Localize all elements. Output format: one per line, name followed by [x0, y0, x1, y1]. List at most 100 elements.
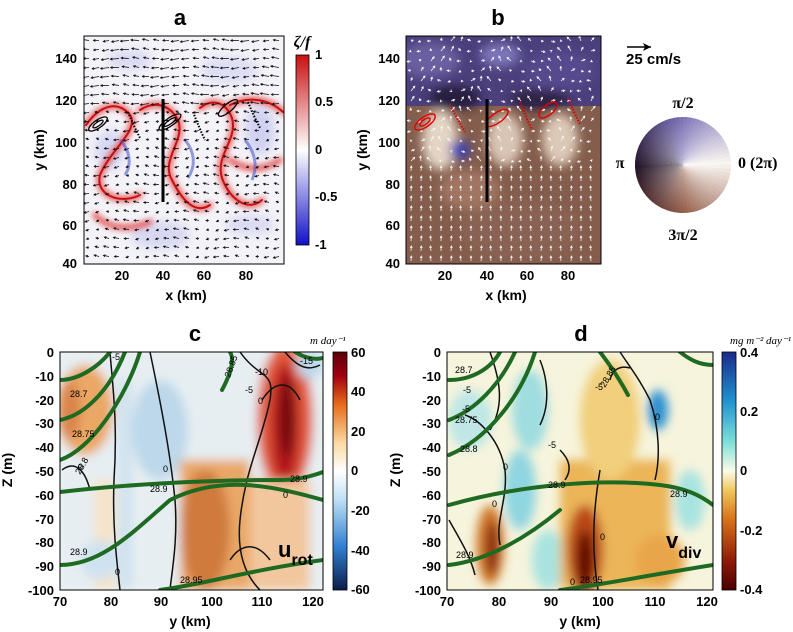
velocity-arrow: [447, 80, 452, 83]
velocity-arrow: [449, 235, 453, 242]
velocity-arrow: [190, 39, 200, 43]
velocity-arrow: [125, 174, 130, 177]
velocity-arrow: [470, 69, 475, 73]
velocity-arrow: [253, 183, 260, 187]
velocity-arrow: [85, 155, 90, 159]
velocity-arrow: [182, 138, 190, 142]
velocity-arrow: [205, 228, 210, 232]
velocity-arrow: [540, 50, 546, 53]
velocity-arrow: [580, 58, 586, 62]
velocity-arrow: [172, 227, 180, 231]
velocity-arrow: [520, 127, 525, 132]
velocity-arrow: [84, 103, 90, 105]
velocity-arrow: [195, 237, 200, 240]
velocity-arrow: [209, 84, 220, 88]
velocity-arrow: [580, 115, 586, 122]
velocity-arrow: [499, 215, 503, 222]
velocity-arrow: [508, 125, 512, 132]
velocity-arrow: [496, 66, 502, 72]
velocity-arrow: [430, 65, 436, 72]
velocity-arrow: [122, 83, 130, 86]
velocity-arrow: [439, 185, 443, 192]
velocity-arrow: [589, 175, 593, 182]
velocity-arrow: [255, 227, 260, 231]
velocity-arrow: [114, 174, 120, 178]
velocity-arrow: [144, 164, 150, 168]
velocity-arrow: [559, 205, 563, 212]
velocity-arrow: [255, 165, 260, 169]
velocity-arrow: [579, 175, 583, 182]
velocity-arrow: [109, 57, 120, 61]
velocity-arrow: [487, 87, 492, 92]
svg-text:-70: -70: [35, 512, 54, 527]
velocity-arrow: [105, 201, 110, 205]
velocity-arrow: [590, 37, 595, 42]
velocity-arrow: [103, 147, 110, 150]
velocity-arrow: [480, 59, 486, 62]
velocity-arrow: [479, 109, 483, 113]
velocity-arrow: [234, 254, 240, 258]
panel-b-xtick: 60: [520, 268, 534, 283]
vector-scale-arrow: [627, 43, 651, 51]
velocity-arrow: [145, 237, 150, 241]
velocity-arrow: [104, 192, 110, 196]
velocity-arrow: [175, 183, 180, 187]
velocity-arrow: [459, 205, 463, 212]
velocity-arrow: [489, 128, 493, 132]
velocity-arrow: [109, 49, 120, 52]
panel-d: d: [387, 321, 791, 629]
velocity-arrow: [410, 149, 416, 152]
velocity-arrow: [540, 119, 545, 123]
velocity-arrow: [489, 185, 493, 192]
velocity-arrow: [265, 227, 270, 231]
velocity-arrow: [170, 39, 180, 43]
velocity-arrow: [153, 192, 160, 196]
phase-wheel-right-label: 0 (2π): [738, 155, 777, 172]
velocity-arrow: [409, 255, 413, 262]
svg-text:0: 0: [115, 567, 120, 577]
velocity-arrow: [205, 237, 210, 241]
velocity-arrow: [210, 93, 220, 97]
svg-text:28.75: 28.75: [455, 415, 478, 425]
velocity-arrow: [509, 215, 513, 222]
velocity-arrow: [189, 101, 200, 105]
velocity-arrow: [587, 69, 592, 73]
velocity-arrow: [269, 65, 280, 68]
velocity-arrow: [212, 255, 220, 259]
velocity-arrow: [509, 205, 513, 212]
svg-text:90: 90: [544, 594, 558, 609]
velocity-arrow: [439, 205, 443, 212]
velocity-arrow: [459, 139, 463, 143]
velocity-arrow: [419, 245, 423, 252]
velocity-arrow: [85, 164, 90, 168]
velocity-arrow: [429, 48, 433, 52]
svg-text:70: 70: [440, 594, 454, 609]
velocity-arrow: [519, 165, 523, 172]
velocity-arrow: [262, 191, 270, 195]
panel-a-ytick: 40: [63, 256, 77, 271]
velocity-arrow: [124, 200, 130, 204]
velocity-arrow: [124, 246, 130, 250]
panel-b-phase-field: [406, 36, 601, 262]
velocity-arrow: [490, 56, 495, 62]
velocity-arrow: [264, 209, 270, 213]
velocity-arrow: [499, 165, 503, 172]
velocity-arrow: [200, 83, 210, 87]
velocity-arrow: [449, 89, 453, 93]
velocity-arrow: [152, 173, 160, 177]
velocity-arrow: [245, 165, 250, 169]
velocity-arrow: [193, 218, 200, 222]
velocity-arrow: [259, 83, 270, 86]
svg-text:-5: -5: [595, 382, 603, 392]
velocity-arrow: [202, 182, 210, 185]
velocity-arrow: [548, 119, 552, 123]
velocity-arrow: [252, 57, 260, 61]
velocity-arrow: [547, 57, 552, 62]
velocity-arrow: [115, 192, 120, 195]
velocity-arrow: [570, 136, 576, 142]
velocity-arrow: [589, 159, 593, 163]
velocity-arrow: [90, 76, 100, 79]
velocity-arrow: [509, 69, 513, 72]
velocity-arrow: [559, 185, 563, 192]
velocity-arrow: [549, 255, 553, 262]
